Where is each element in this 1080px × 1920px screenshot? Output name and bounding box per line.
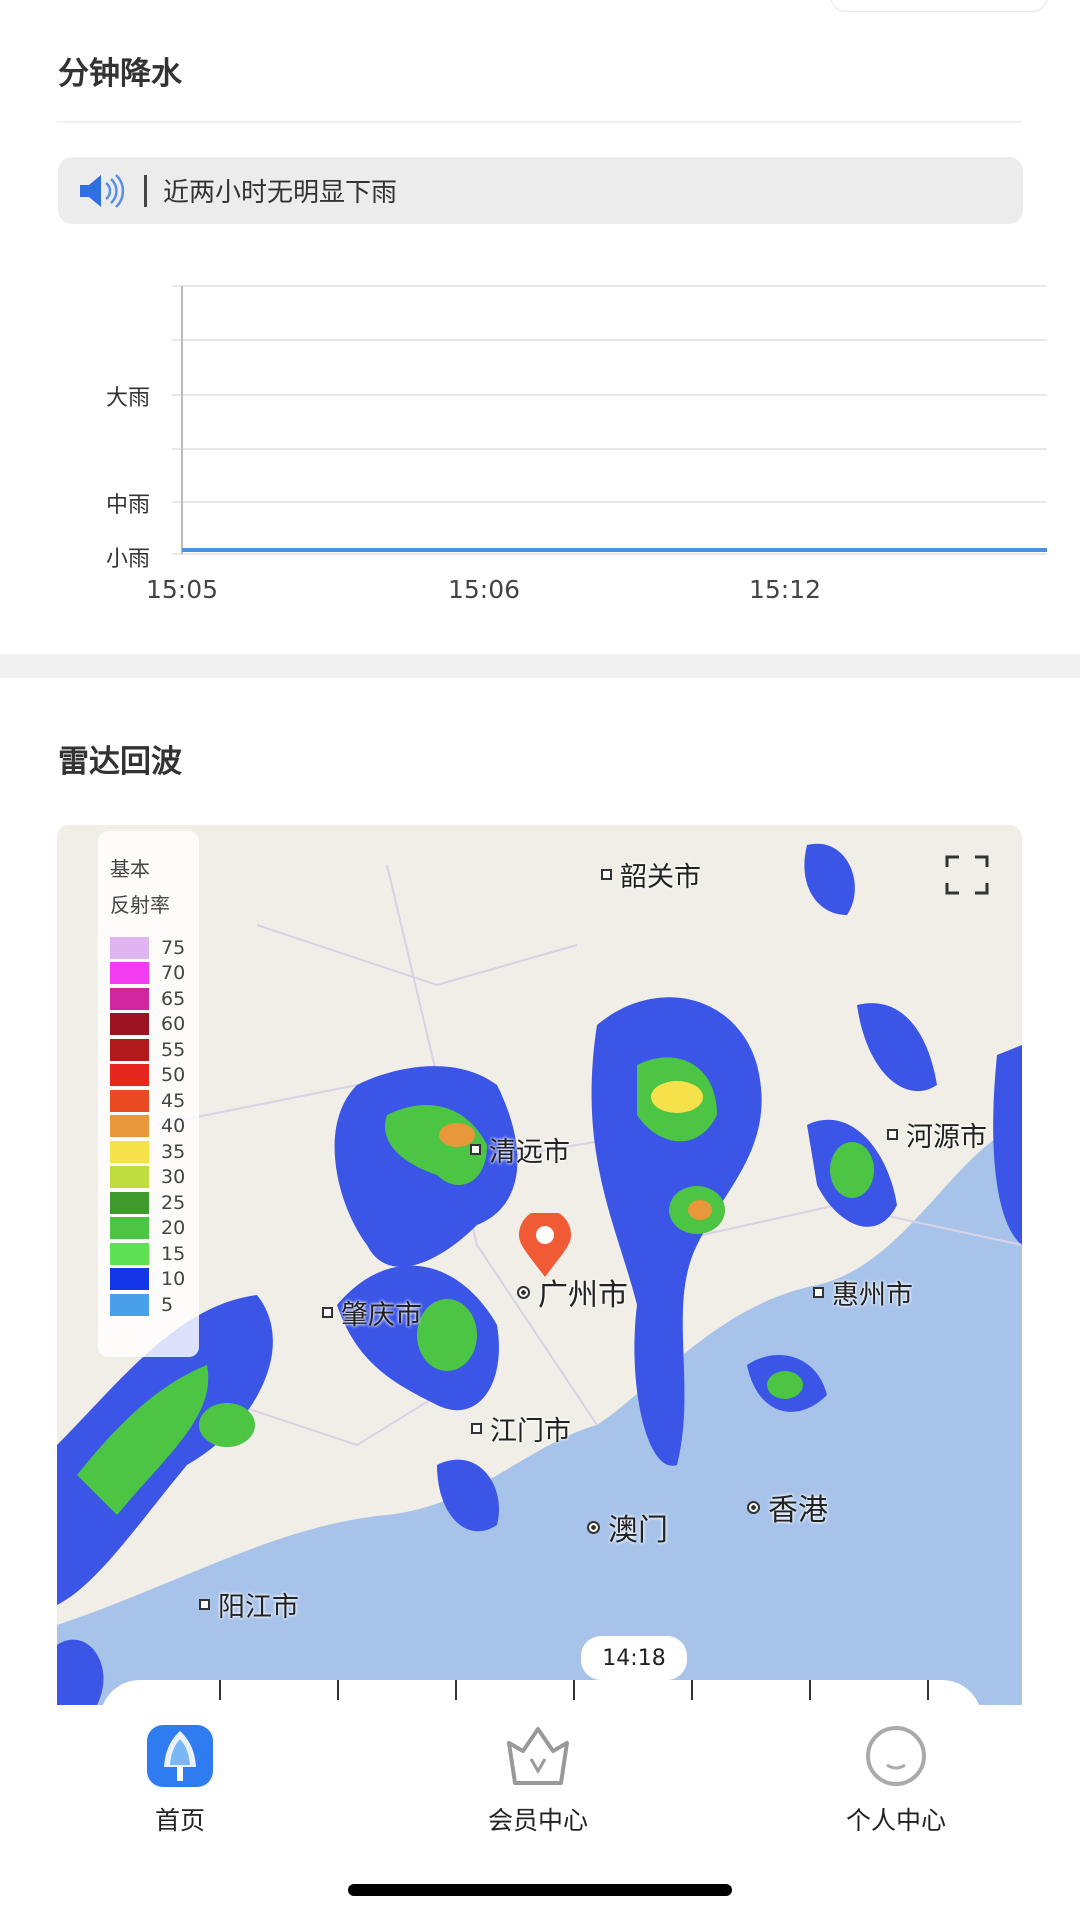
x-tick: 15:06: [447, 575, 521, 604]
home-indicator: [348, 1884, 732, 1896]
location-pin-icon: [519, 1213, 571, 1277]
legend-value: 75: [161, 936, 186, 959]
home-bell-icon: [147, 1725, 213, 1787]
legend-item: 40: [110, 1114, 199, 1140]
legend-item: 20: [110, 1216, 199, 1242]
city-label-yangjiang: 阳江市: [199, 1585, 299, 1624]
legend-item: 60: [110, 1012, 199, 1038]
legend-swatch: [110, 1115, 149, 1138]
city-label-guangzhou: 广州市: [517, 1270, 628, 1314]
legend-value: 10: [161, 1268, 186, 1291]
divider: [57, 121, 1022, 123]
legend-title: 基本: [110, 857, 150, 881]
legend-swatch: [110, 1038, 149, 1061]
section-title-minute-precip: 分钟降水: [58, 56, 182, 92]
legend-swatch: [110, 936, 149, 959]
timeline-time-bubble: 14:18: [581, 1636, 687, 1680]
city-label-qingyuan: 清远市: [470, 1130, 570, 1169]
legend-item: 25: [110, 1190, 199, 1216]
legend-item: 10: [110, 1267, 199, 1293]
legend-swatch: [110, 962, 149, 985]
radar-map[interactable]: 基本 反射率 75 70 65 60 55 50 45 40 35 30 25 20 15 10 5 韶关市…: [57, 825, 1022, 1705]
x-tick: 15:12: [748, 575, 822, 604]
speaker-icon[interactable]: [78, 173, 130, 209]
city-label-jiangmen: 江门市: [471, 1409, 571, 1448]
city-label-hongkong: 香港: [747, 1485, 828, 1529]
legend-value: 25: [161, 1191, 186, 1214]
legend-item: 35: [110, 1139, 199, 1165]
nav-label: 会员中心: [487, 1806, 588, 1835]
nav-label: 首页: [154, 1806, 205, 1835]
bottom-nav: 首页 会员中心 个人中心: [0, 1705, 1080, 1865]
crown-icon: [507, 1727, 569, 1785]
legend-item: 45: [110, 1088, 199, 1114]
city-label-huizhou: 惠州市: [813, 1273, 913, 1312]
legend-item: 75: [110, 935, 199, 961]
legend-swatch: [110, 1089, 149, 1112]
city-label-zhaoqing: 肇庆市: [322, 1293, 422, 1332]
nav-item-membership[interactable]: 会员中心: [438, 1725, 638, 1837]
legend-item: 65: [110, 986, 199, 1012]
legend-swatch: [110, 1217, 149, 1240]
x-tick: 15:05: [145, 575, 219, 604]
legend-swatch: [110, 1064, 149, 1087]
legend-swatch: [110, 987, 149, 1010]
legend-swatch: [110, 1242, 149, 1265]
fullscreen-icon[interactable]: [945, 855, 989, 895]
legend-value: 15: [161, 1242, 186, 1265]
city-label-heyuan: 河源市: [887, 1115, 987, 1154]
separator: [144, 174, 147, 207]
top-partial-button[interactable]: [830, 0, 1048, 12]
nav-item-home[interactable]: 首页: [80, 1725, 280, 1837]
legend-value: 40: [161, 1115, 186, 1138]
precip-notice-bar: 近两小时无明显下雨: [58, 157, 1023, 224]
legend-swatch: [110, 1191, 149, 1214]
radar-map-image: [57, 825, 1022, 1705]
legend-item: 30: [110, 1165, 199, 1191]
legend-swatch: [110, 1293, 149, 1316]
legend-swatch: [110, 1268, 149, 1291]
legend-value: 50: [161, 1064, 186, 1087]
nav-item-profile[interactable]: 个人中心: [796, 1725, 996, 1837]
legend-item: 15: [110, 1241, 199, 1267]
y-tick-moderate: 中雨: [105, 493, 150, 518]
legend-value: 60: [161, 1013, 186, 1036]
legend-item: 55: [110, 1037, 199, 1063]
city-label-macau: 澳门: [587, 1505, 668, 1549]
legend-value: 65: [161, 987, 186, 1010]
legend-item: 70: [110, 961, 199, 987]
y-tick-heavy: 大雨: [105, 386, 150, 411]
reflectivity-legend: 基本 反射率 75 70 65 60 55 50 45 40 35 30 25 20 15 10 5: [98, 831, 199, 1357]
legend-value: 70: [161, 962, 186, 985]
legend-value: 45: [161, 1089, 186, 1112]
legend-title: 反射率: [110, 893, 170, 917]
legend-item: 5: [110, 1292, 199, 1318]
city-label-shaoguan: 韶关市: [601, 855, 701, 894]
legend-value: 55: [161, 1038, 186, 1061]
legend-item: 50: [110, 1063, 199, 1089]
nav-label: 个人中心: [845, 1806, 946, 1835]
legend-value: 30: [161, 1166, 186, 1189]
precip-chart: [172, 285, 1047, 555]
precip-notice-text: 近两小时无明显下雨: [163, 178, 398, 208]
legend-value: 35: [161, 1140, 186, 1163]
section-separator: [0, 654, 1080, 678]
timeline-ticks: [219, 1680, 929, 1700]
smiley-face-icon: [866, 1726, 926, 1786]
y-tick-light: 小雨: [105, 547, 150, 572]
legend-swatch: [110, 1013, 149, 1036]
legend-value: 5: [161, 1293, 174, 1316]
legend-value: 20: [161, 1217, 186, 1240]
legend-swatch: [110, 1140, 149, 1163]
section-title-radar: 雷达回波: [58, 744, 182, 780]
legend-swatch: [110, 1166, 149, 1189]
